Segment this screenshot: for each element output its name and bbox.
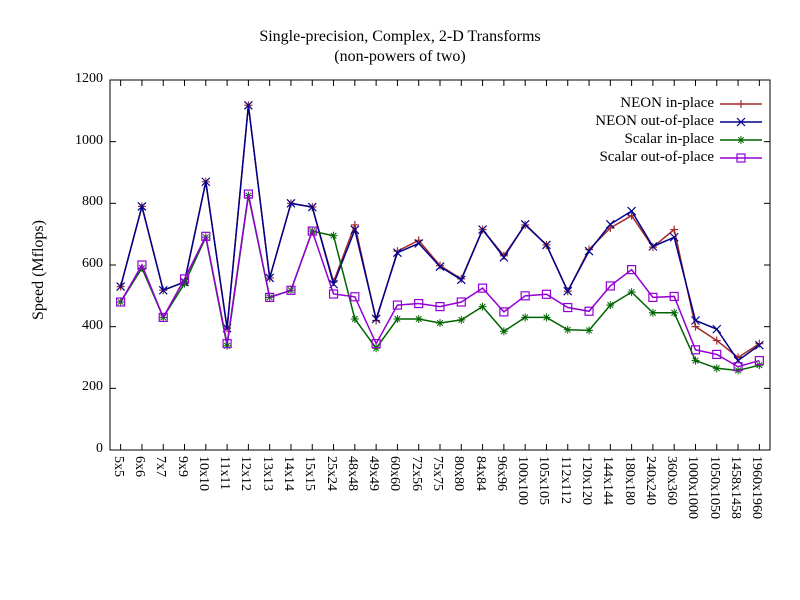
x-tick: 105x105 [535,456,551,505]
y-tick: 400 [55,318,103,334]
legend-label: Scalar in-place [624,131,714,148]
x-tick: 80x80 [450,456,466,491]
x-tick: 1050x1050 [706,456,722,519]
x-tick: 360x360 [663,456,679,505]
x-tick: 96x96 [493,456,509,491]
x-tick: 84x84 [472,456,488,491]
legend-swatch [720,97,762,111]
chart-container: Single-precision, Complex, 2-D Transform… [0,0,800,600]
x-tick: 75x75 [429,456,445,491]
legend-swatch [720,133,762,147]
x-tick: 112x112 [557,456,573,504]
legend-label: NEON in-place [620,95,714,112]
y-tick: 200 [55,379,103,395]
x-tick: 12x12 [237,456,253,491]
x-tick: 240x240 [642,456,658,505]
x-tick: 60x60 [386,456,402,491]
y-tick: 0 [55,441,103,457]
legend-label: Scalar out-of-place [599,149,714,166]
legend-item: Scalar in-place [595,131,762,148]
y-tick: 600 [55,256,103,272]
legend-item: Scalar out-of-place [595,149,762,166]
x-tick: 1000x1000 [684,456,700,519]
x-tick: 5x5 [110,456,126,477]
chart-plot [0,0,800,600]
y-tick: 1200 [55,71,103,87]
x-tick: 100x100 [514,456,530,505]
legend: NEON in-placeNEON out-of-placeScalar in-… [595,95,762,167]
legend-swatch [720,115,762,129]
x-tick: 13x13 [259,456,275,491]
x-tick: 11x11 [216,456,232,490]
x-tick: 1458x1458 [727,456,743,519]
x-tick: 72x56 [408,456,424,491]
x-tick: 7x7 [152,456,168,477]
x-tick: 120x120 [578,456,594,505]
x-tick: 180x180 [621,456,637,505]
legend-item: NEON out-of-place [595,113,762,130]
x-tick: 48x48 [344,456,360,491]
x-tick: 49x49 [365,456,381,491]
x-tick: 9x9 [174,456,190,477]
legend-swatch [720,151,762,165]
x-tick: 6x6 [131,456,147,477]
legend-label: NEON out-of-place [595,113,714,130]
x-tick: 25x24 [323,456,339,491]
x-tick: 15x15 [301,456,317,491]
x-tick: 10x10 [195,456,211,491]
y-tick: 800 [55,194,103,210]
legend-item: NEON in-place [595,95,762,112]
y-tick: 1000 [55,133,103,149]
x-tick: 144x144 [599,456,615,505]
x-tick: 14x14 [280,456,296,491]
x-tick: 1960x1960 [748,456,764,519]
